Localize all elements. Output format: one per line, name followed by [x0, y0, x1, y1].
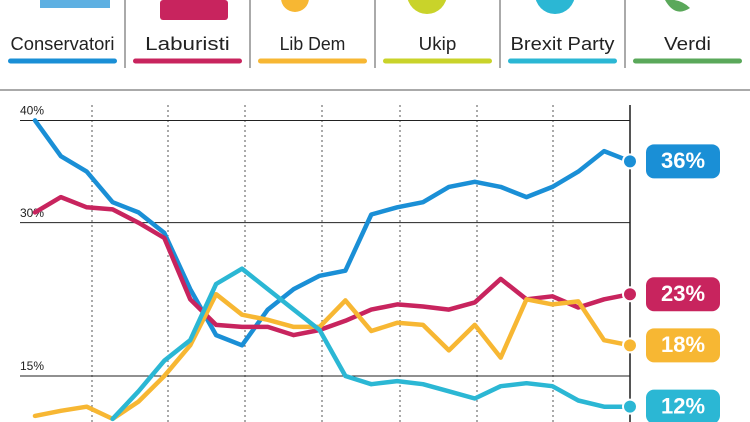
end-label-box	[646, 389, 720, 422]
end-point	[622, 398, 638, 415]
logo	[40, 0, 110, 8]
legend-label: Brexit Party	[511, 34, 615, 54]
end-label-box	[646, 144, 720, 179]
end-point	[622, 153, 638, 170]
logo	[535, 0, 575, 14]
end-label: 18%	[661, 332, 705, 357]
legend-label: Ukip	[419, 34, 457, 54]
logo	[281, 0, 309, 12]
end-label-box	[646, 277, 720, 312]
legend-label: Verdi	[664, 34, 711, 54]
y-tick-label: 40%	[20, 104, 44, 118]
end-label: 23%	[661, 281, 705, 306]
legend-logos	[40, 0, 690, 20]
logo	[665, 0, 690, 12]
logo	[407, 0, 447, 14]
end-point	[622, 337, 638, 354]
series-line	[32, 118, 633, 348]
end-label: 12%	[661, 393, 705, 418]
logo	[160, 0, 228, 20]
y-tick-label: 15%	[20, 359, 44, 373]
series-line	[110, 266, 633, 422]
legend-label: Conservatori	[11, 34, 115, 54]
series-line	[32, 291, 633, 422]
legend-label: Lib Dem	[280, 34, 346, 54]
end-label-box	[646, 328, 720, 363]
end-point	[622, 286, 638, 303]
end-label: 36%	[661, 148, 705, 173]
legend-label: Laburisti	[145, 34, 230, 54]
